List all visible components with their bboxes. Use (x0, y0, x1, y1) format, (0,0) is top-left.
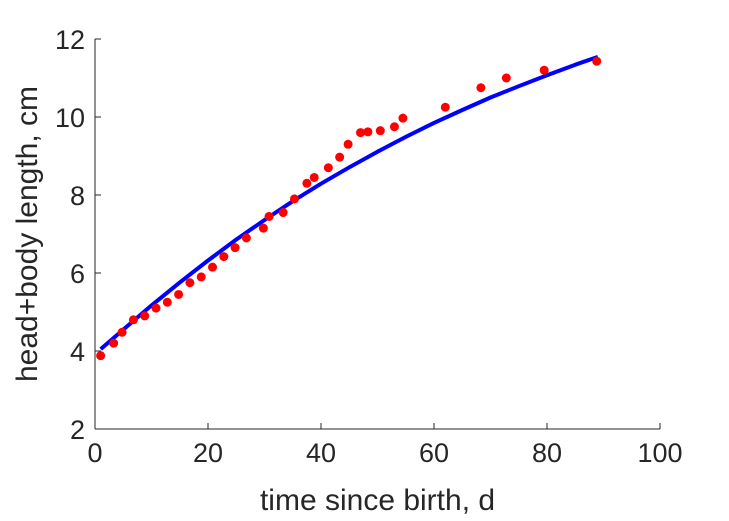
y-tick-label: 12 (55, 25, 85, 55)
data-point (140, 311, 150, 321)
data-point (185, 278, 195, 288)
y-ticks: 2 4 6 8 10 12 (55, 25, 101, 445)
data-point (309, 172, 319, 182)
axes: 0 20 40 60 80 100 2 4 6 8 10 12 (55, 25, 683, 468)
data-point (96, 351, 106, 361)
data-point (258, 223, 268, 233)
data-point (174, 289, 184, 299)
data-point (289, 194, 299, 204)
data-point (117, 327, 127, 337)
data-point (109, 338, 119, 348)
y-tick-label: 4 (70, 337, 85, 367)
data-point (335, 152, 345, 162)
y-tick-label: 2 (70, 415, 85, 445)
x-axis-label: time since birth, d (260, 484, 495, 517)
y-tick-label: 8 (70, 181, 85, 211)
x-tick-label: 100 (637, 438, 682, 468)
plot-area (96, 55, 602, 361)
data-point (539, 65, 549, 75)
data-point (398, 113, 408, 123)
data-point (363, 127, 373, 137)
data-point (128, 315, 138, 325)
data-point (302, 178, 312, 188)
x-tick-label: 40 (306, 438, 336, 468)
data-point (278, 208, 288, 218)
data-point (151, 303, 161, 313)
fit-curve (99, 55, 599, 351)
data-point (219, 252, 229, 262)
data-point (343, 139, 353, 149)
data-point (323, 163, 333, 173)
x-tick-label: 20 (193, 438, 223, 468)
data-point (230, 243, 240, 253)
data-point (501, 73, 511, 83)
data-point (440, 102, 450, 112)
y-tick-label: 6 (70, 259, 85, 289)
data-point (476, 83, 486, 93)
data-point (196, 272, 206, 282)
x-tick-label: 60 (419, 438, 449, 468)
x-tick-label: 80 (532, 438, 562, 468)
x-tick-label: 0 (87, 438, 102, 468)
y-tick-label: 10 (55, 103, 85, 133)
data-point (592, 56, 602, 66)
data-point (162, 297, 172, 307)
data-point (241, 233, 251, 243)
y-axis-label: head+body length, cm (11, 86, 44, 382)
x-ticks: 0 20 40 60 80 100 (87, 423, 683, 468)
data-point (264, 211, 274, 221)
data-point (356, 128, 366, 138)
data-point (389, 122, 399, 132)
data-point (375, 126, 385, 136)
data-point (208, 262, 218, 272)
